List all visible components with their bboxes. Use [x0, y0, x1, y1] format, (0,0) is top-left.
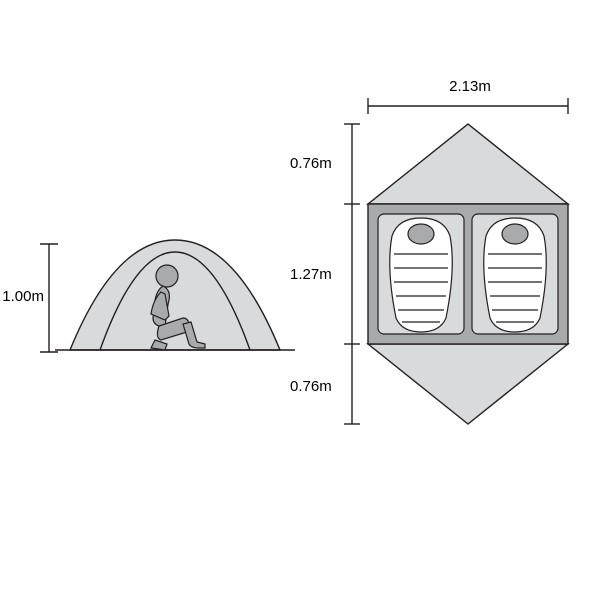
side-elevation — [55, 210, 295, 370]
vestibule-rear — [368, 344, 568, 424]
label-width: 2.13m — [425, 78, 515, 95]
sleeping-bag-right — [484, 218, 547, 332]
label-vestibule-back: 0.76m — [290, 378, 332, 395]
tent-dimension-diagram: { "type": "diagram", "dimensions": { "he… — [0, 0, 600, 600]
label-vestibule-front: 0.76m — [290, 155, 332, 172]
sleeping-bag-left — [390, 218, 453, 332]
top-width-dim — [358, 92, 578, 116]
label-height: 1.00m — [0, 288, 44, 305]
label-floor-depth: 1.27m — [290, 266, 332, 283]
floorplan — [358, 118, 578, 438]
depth-dims — [336, 118, 362, 438]
vestibule-front — [368, 124, 568, 204]
